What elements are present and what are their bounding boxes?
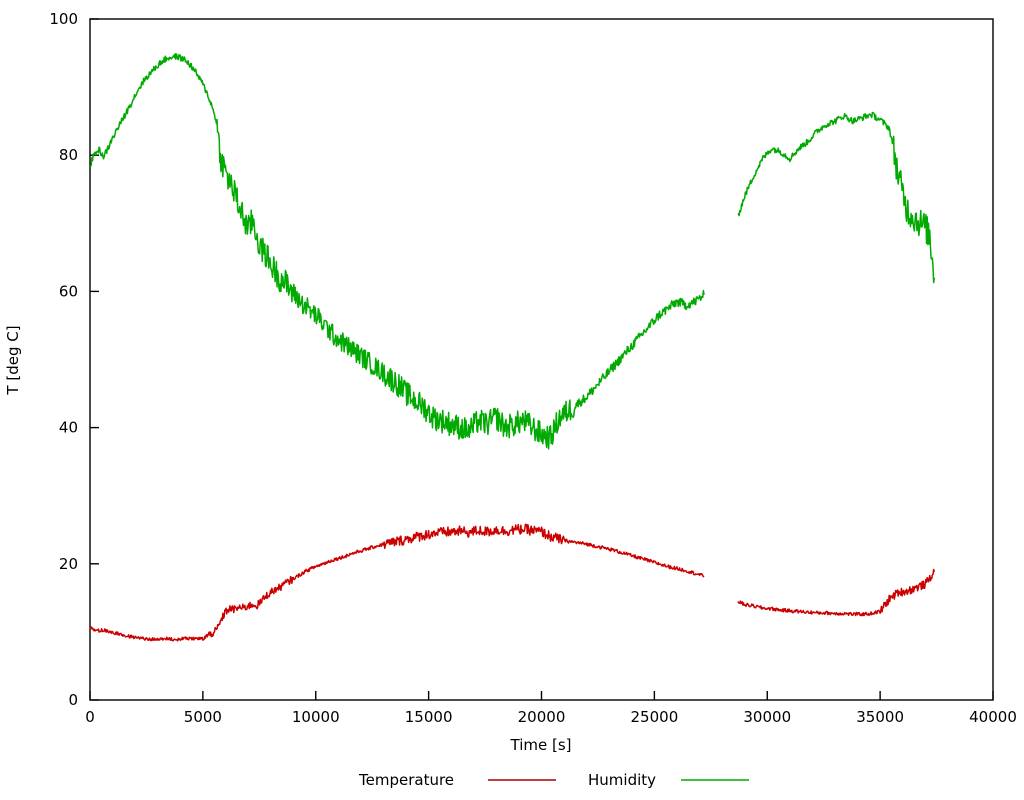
- x-tick-label: 40000: [969, 708, 1017, 726]
- series-path-temperature: [737, 568, 936, 617]
- x-axis-ticks: 0 5000 10000 15000 20000 25000 30000 35000 40000: [85, 691, 1017, 726]
- x-tick-label: 5000: [184, 708, 222, 726]
- series-paths: [89, 53, 936, 642]
- legend-label-humidity: Humidity: [588, 771, 656, 789]
- x-tick-label: 35000: [856, 708, 904, 726]
- x-tick-label: 15000: [405, 708, 453, 726]
- series-path-humidity: [89, 53, 705, 450]
- plot-frame: [89, 18, 994, 701]
- series-path-temperature: [89, 523, 705, 642]
- chart-legend: Temperature Humidity: [358, 771, 749, 789]
- y-tick-label: 60: [59, 282, 78, 300]
- y-tick-label: 100: [49, 10, 78, 28]
- y-tick-label: 0: [68, 691, 78, 709]
- y-tick-label: 80: [59, 146, 78, 164]
- x-tick-label: 0: [85, 708, 95, 726]
- x-axis-title: Time [s]: [510, 736, 572, 754]
- y-tick-label: 20: [59, 555, 78, 573]
- x-tick-label: 30000: [743, 708, 791, 726]
- series-path-humidity: [737, 111, 936, 284]
- y-tick-label: 40: [59, 419, 78, 437]
- x-tick-label: 10000: [292, 708, 340, 726]
- legend-label-temperature: Temperature: [358, 771, 454, 789]
- x-tick-label: 20000: [518, 708, 566, 726]
- x-tick-label: 25000: [631, 708, 679, 726]
- y-axis-title: T [deg C]: [4, 325, 22, 395]
